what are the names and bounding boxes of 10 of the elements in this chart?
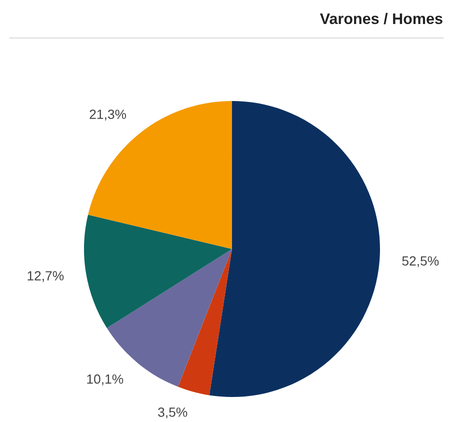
data-label: 3,5% [158, 408, 188, 418]
pie-slice [209, 101, 380, 397]
pie-slice [88, 101, 232, 249]
pie-slice [178, 249, 232, 396]
data-label: 21,3% [90, 110, 126, 121]
data-label: 10,1% [87, 374, 124, 386]
data-label: 12,7% [28, 271, 64, 282]
data-label: 52,5% [402, 256, 439, 268]
pie-slice [84, 214, 232, 328]
chart-title: Varones / Homes [320, 12, 442, 24]
